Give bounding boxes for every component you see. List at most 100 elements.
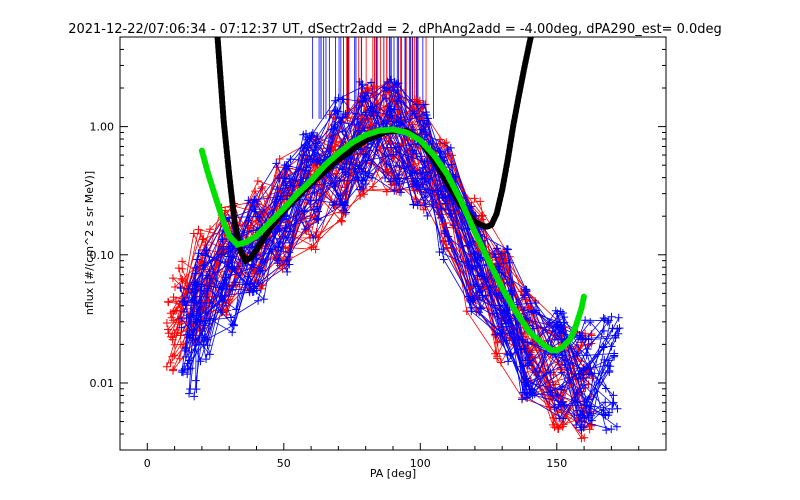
plus-marker — [475, 308, 484, 317]
plus-marker — [477, 272, 486, 281]
plus-marker — [578, 411, 587, 420]
plus-marker — [609, 352, 618, 361]
plus-marker — [520, 291, 529, 300]
y-tick-label: 0.10 — [90, 249, 115, 262]
plus-marker — [526, 389, 535, 398]
plus-marker — [517, 395, 526, 404]
plus-marker — [423, 211, 432, 220]
plus-marker — [416, 152, 425, 161]
plus-marker — [188, 309, 197, 318]
plus-marker — [184, 365, 193, 374]
plus-marker — [607, 425, 616, 434]
plus-marker — [329, 200, 338, 209]
plus-marker — [177, 314, 186, 323]
plus-marker — [497, 337, 506, 346]
plus-marker — [361, 167, 370, 176]
plus-marker — [275, 154, 284, 163]
plus-marker — [476, 197, 485, 206]
plus-marker — [421, 108, 430, 117]
plus-marker — [614, 329, 623, 338]
plus-marker — [178, 298, 187, 307]
plus-marker — [502, 244, 511, 253]
x-tick-label: 50 — [277, 457, 291, 470]
plus-marker — [420, 116, 429, 125]
plus-marker — [162, 362, 171, 371]
plus-marker — [228, 320, 237, 329]
plus-marker — [309, 233, 318, 242]
plus-marker — [201, 321, 210, 330]
plus-marker — [307, 133, 316, 142]
plus-marker — [606, 362, 615, 371]
plus-marker — [205, 314, 214, 323]
plus-marker — [367, 78, 376, 87]
plus-marker — [222, 282, 231, 291]
plus-marker — [311, 150, 320, 159]
plus-marker — [169, 307, 178, 316]
plus-marker — [355, 77, 364, 86]
plus-marker — [254, 296, 263, 305]
plus-marker — [467, 307, 476, 316]
plus-marker — [586, 402, 595, 411]
plus-marker — [467, 303, 476, 312]
plus-marker — [272, 159, 281, 168]
plus-marker — [197, 286, 206, 295]
plus-marker — [397, 188, 406, 197]
plus-marker — [230, 320, 239, 329]
plus-marker — [190, 392, 199, 401]
series-green-fit — [198, 126, 588, 354]
plus-marker — [385, 111, 394, 120]
plus-marker — [308, 128, 317, 137]
plus-marker — [389, 150, 398, 159]
plus-marker — [168, 335, 177, 344]
plus-marker — [192, 385, 201, 394]
plus-marker — [392, 79, 401, 88]
plus-marker — [177, 323, 186, 332]
plus-marker — [395, 161, 404, 170]
plus-marker — [275, 174, 284, 183]
plus-marker — [273, 259, 282, 268]
plus-marker — [522, 382, 531, 391]
plus-marker — [226, 248, 235, 257]
plus-marker — [392, 97, 401, 106]
plus-marker — [386, 178, 395, 187]
plus-marker — [380, 83, 389, 92]
plus-marker — [253, 279, 262, 288]
plus-marker — [391, 181, 400, 190]
plus-marker — [302, 143, 311, 152]
plus-marker — [601, 398, 610, 407]
plus-marker — [604, 316, 613, 325]
plus-marker — [439, 255, 448, 264]
x-tick-label: 100 — [410, 457, 431, 470]
series-line — [181, 87, 591, 371]
plus-marker — [506, 258, 515, 267]
plus-marker — [188, 331, 197, 340]
plus-marker — [200, 261, 209, 270]
plus-marker — [309, 242, 318, 251]
plus-marker — [361, 156, 370, 165]
plus-marker — [191, 341, 200, 350]
plus-marker — [168, 366, 177, 375]
plus-marker — [282, 161, 291, 170]
plus-marker — [600, 315, 609, 324]
plus-marker — [330, 113, 339, 122]
plus-marker — [338, 127, 347, 136]
plus-marker — [386, 177, 395, 186]
plus-marker — [299, 130, 308, 139]
plus-marker — [419, 205, 428, 214]
plus-marker — [410, 109, 419, 118]
plus-marker — [491, 253, 500, 262]
plus-marker — [162, 318, 171, 327]
plus-marker — [435, 147, 444, 156]
plus-marker — [388, 117, 397, 126]
plus-marker — [187, 288, 196, 297]
plus-marker — [587, 416, 596, 425]
plus-marker — [523, 313, 532, 322]
plus-marker — [178, 264, 187, 273]
plus-marker — [613, 324, 622, 333]
plus-marker — [253, 177, 262, 186]
plus-marker — [283, 267, 292, 276]
chart-title: 2021-12-22/07:06:34 - 07:12:37 UT, dSect… — [68, 22, 722, 37]
plus-marker — [309, 205, 318, 214]
y-tick-label: 0.01 — [90, 377, 115, 390]
plus-marker — [341, 109, 350, 118]
